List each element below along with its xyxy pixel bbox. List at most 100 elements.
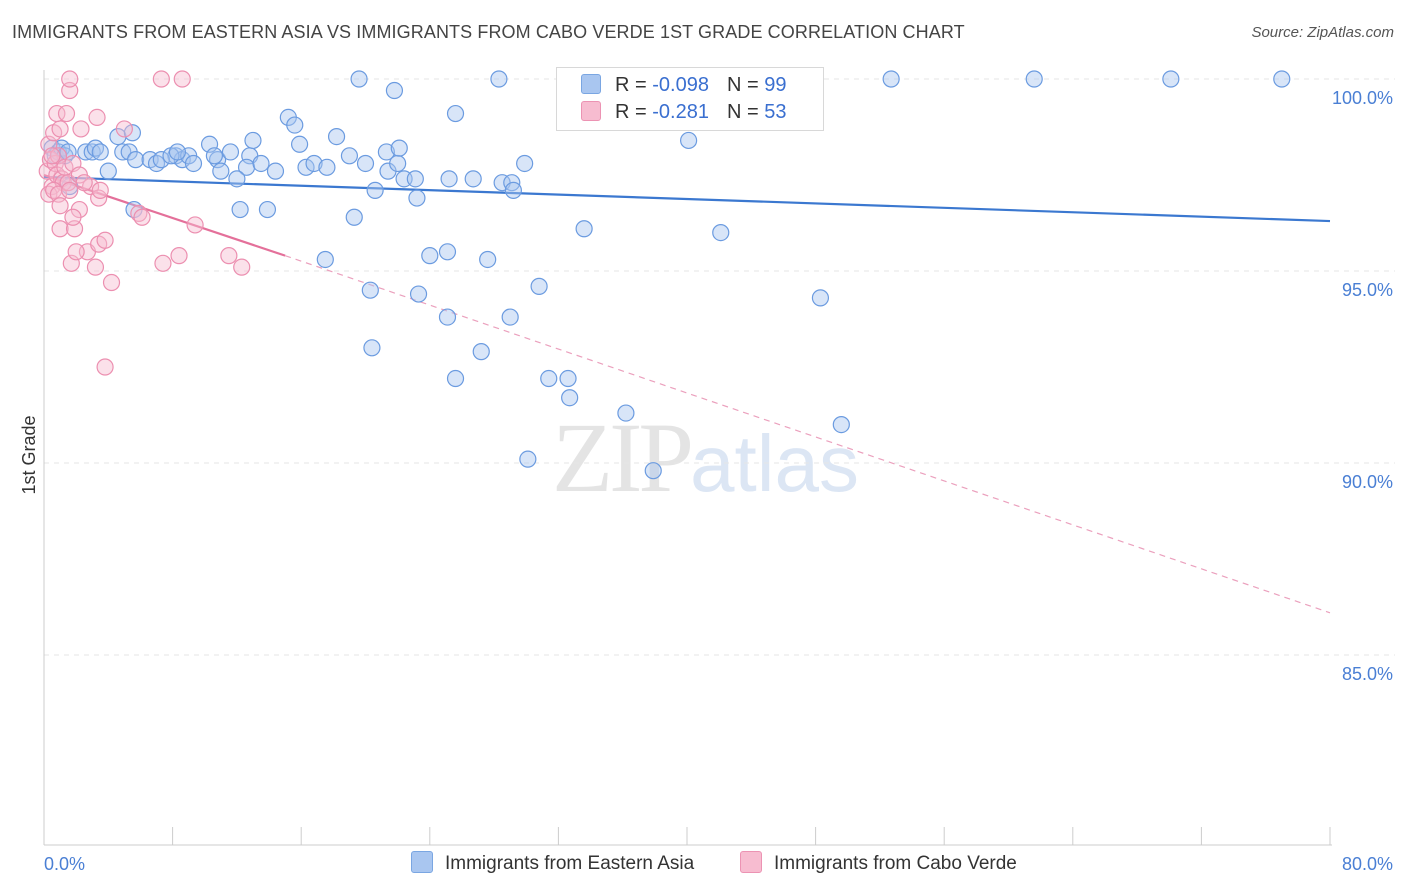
point-eastern-asia bbox=[882, 70, 900, 88]
point-eastern-asia bbox=[712, 224, 730, 242]
point-cabo-verde bbox=[72, 120, 90, 138]
point-eastern-asia bbox=[504, 181, 522, 199]
point-eastern-asia bbox=[366, 181, 384, 199]
y-tick-label: 100.0% bbox=[1332, 88, 1393, 108]
point-eastern-asia bbox=[440, 170, 458, 188]
point-eastern-asia bbox=[350, 70, 368, 88]
point-cabo-verde bbox=[102, 273, 121, 292]
point-eastern-asia bbox=[231, 200, 249, 219]
point-eastern-asia bbox=[327, 128, 346, 146]
point-cabo-verde bbox=[220, 247, 238, 265]
point-eastern-asia bbox=[1273, 70, 1291, 88]
point-cabo-verde bbox=[115, 120, 133, 138]
trend-line-cabo-verde bbox=[43, 173, 286, 257]
series-legend: Immigrants from Eastern Asia Immigrants … bbox=[0, 851, 1406, 879]
point-cabo-verde bbox=[88, 108, 106, 127]
legend-r-value: -0.281 bbox=[652, 101, 709, 123]
trend-line-cabo-verde-extrapolated bbox=[284, 255, 1331, 614]
legend-r-label: R = bbox=[615, 101, 653, 123]
point-eastern-asia bbox=[390, 139, 408, 157]
point-cabo-verde bbox=[51, 120, 69, 138]
legend-swatch-pink bbox=[581, 101, 601, 121]
point-eastern-asia bbox=[377, 143, 395, 161]
trend-lines bbox=[43, 173, 1331, 614]
legend-swatch-blue bbox=[581, 74, 601, 94]
point-eastern-asia bbox=[244, 131, 262, 150]
point-eastern-asia bbox=[152, 151, 170, 169]
legend-n-value: 53 bbox=[764, 101, 787, 123]
point-eastern-asia bbox=[212, 162, 230, 180]
point-eastern-asia bbox=[438, 308, 457, 326]
point-cabo-verde bbox=[96, 358, 114, 376]
point-eastern-asia bbox=[617, 404, 635, 422]
point-eastern-asia bbox=[228, 170, 246, 188]
trend-line-eastern-asia bbox=[43, 175, 1331, 223]
point-cabo-verde bbox=[61, 70, 79, 88]
point-eastern-asia bbox=[168, 143, 187, 161]
point-cabo-verde bbox=[152, 70, 170, 88]
point-cabo-verde bbox=[67, 243, 85, 261]
point-eastern-asia bbox=[389, 154, 407, 173]
point-eastern-asia bbox=[490, 70, 508, 88]
point-cabo-verde bbox=[233, 258, 251, 276]
point-cabo-verde bbox=[186, 216, 204, 234]
point-eastern-asia bbox=[266, 162, 285, 180]
point-eastern-asia bbox=[561, 389, 579, 407]
y-tick-label: 95.0% bbox=[1342, 280, 1393, 300]
point-cabo-verde bbox=[61, 181, 79, 199]
point-eastern-asia bbox=[290, 135, 309, 153]
axes bbox=[43, 70, 1332, 846]
point-eastern-asia bbox=[446, 104, 465, 123]
point-eastern-asia bbox=[519, 450, 537, 468]
point-eastern-asia bbox=[516, 154, 534, 173]
point-eastern-asia bbox=[127, 151, 145, 169]
chart-title: IMMIGRANTS FROM EASTERN ASIA VS IMMIGRAN… bbox=[12, 22, 965, 42]
point-eastern-asia bbox=[408, 189, 426, 207]
point-eastern-asia bbox=[340, 147, 359, 165]
point-cabo-verde bbox=[133, 208, 151, 226]
point-eastern-asia bbox=[123, 124, 142, 142]
point-eastern-asia bbox=[286, 116, 304, 134]
point-eastern-asia bbox=[91, 143, 109, 161]
legend-row-cabo-verde: R = -0.281 N = 53 bbox=[581, 101, 786, 127]
point-eastern-asia bbox=[530, 277, 548, 295]
point-eastern-asia bbox=[363, 339, 381, 357]
point-eastern-asia bbox=[252, 154, 270, 173]
legend-item-eastern-asia[interactable]: Immigrants from Eastern Asia bbox=[411, 851, 694, 875]
point-eastern-asia bbox=[297, 158, 315, 176]
legend-n-label: N = bbox=[726, 101, 765, 123]
point-eastern-asia bbox=[258, 200, 277, 219]
point-eastern-asia bbox=[472, 343, 490, 361]
point-cabo-verde bbox=[57, 104, 76, 123]
point-eastern-asia bbox=[356, 154, 375, 173]
point-cabo-verde bbox=[48, 104, 66, 123]
point-eastern-asia bbox=[305, 154, 323, 173]
point-eastern-asia bbox=[114, 143, 132, 161]
point-eastern-asia bbox=[464, 170, 482, 188]
legend-swatch-blue bbox=[411, 851, 433, 873]
y-tick-label: 85.0% bbox=[1342, 664, 1393, 684]
point-eastern-asia bbox=[184, 154, 203, 173]
point-eastern-asia bbox=[361, 281, 379, 299]
legend-swatch-pink bbox=[740, 851, 762, 873]
point-cabo-verde bbox=[51, 220, 69, 238]
point-cabo-verde bbox=[96, 231, 114, 249]
y-tick-label: 90.0% bbox=[1342, 472, 1393, 492]
point-eastern-asia bbox=[205, 147, 223, 165]
point-eastern-asia bbox=[559, 369, 577, 388]
point-cabo-verde bbox=[154, 254, 172, 272]
point-eastern-asia bbox=[385, 81, 404, 100]
point-eastern-asia bbox=[575, 220, 593, 238]
point-cabo-verde bbox=[170, 247, 188, 265]
point-eastern-asia bbox=[221, 143, 240, 161]
data-points bbox=[38, 70, 1291, 480]
legend-item-cabo-verde[interactable]: Immigrants from Cabo Verde bbox=[740, 851, 1017, 875]
point-eastern-asia bbox=[406, 170, 424, 188]
point-eastern-asia bbox=[438, 243, 457, 261]
legend-r-value: -0.098 bbox=[652, 74, 709, 96]
point-eastern-asia bbox=[832, 416, 850, 434]
point-eastern-asia bbox=[77, 143, 95, 161]
point-cabo-verde bbox=[75, 174, 93, 192]
point-cabo-verde bbox=[51, 197, 69, 215]
point-eastern-asia bbox=[540, 369, 558, 388]
